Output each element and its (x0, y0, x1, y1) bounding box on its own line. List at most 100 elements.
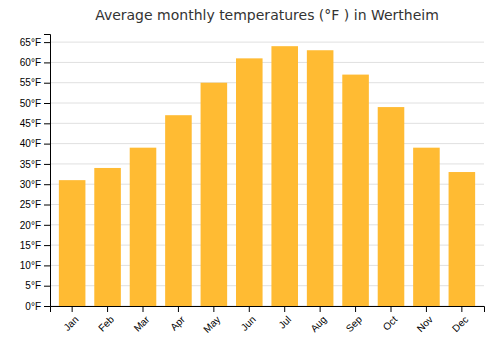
tick-mark (44, 286, 50, 287)
tick-label: Apr (168, 313, 187, 332)
tick-mark (44, 62, 50, 63)
tick-label: 20°F (20, 220, 41, 231)
tick: 45°F (20, 118, 50, 129)
bar (449, 172, 476, 306)
tick-mark (44, 123, 50, 124)
tick-label: Feb (96, 313, 116, 333)
tick-label: 25°F (20, 199, 41, 210)
tick: Feb (96, 306, 116, 334)
tick-label: 30°F (20, 179, 41, 190)
tick-mark (44, 225, 50, 226)
tick: 0°F (25, 301, 50, 312)
tick-mark (178, 306, 179, 312)
tick-mark (320, 306, 321, 312)
tick-mark (249, 306, 250, 312)
tick: 10°F (20, 260, 50, 271)
tick-mark (44, 205, 50, 206)
bar (307, 50, 334, 306)
tick: 65°F (20, 37, 50, 48)
tick: 55°F (20, 77, 50, 88)
tick-label: 50°F (20, 98, 41, 109)
tick-mark (391, 306, 392, 312)
tick-mark (107, 306, 108, 312)
grid-line (50, 143, 484, 144)
tick-mark (213, 306, 214, 312)
tick: 20°F (20, 220, 50, 231)
tick-label: 65°F (20, 37, 41, 48)
tick-label: 35°F (20, 159, 41, 170)
tick: 25°F (20, 199, 50, 210)
tick-label: 10°F (20, 260, 41, 271)
tick-mark (72, 306, 73, 312)
bar (165, 115, 192, 306)
tick: Mar (132, 306, 152, 334)
plot: 0°F 5°F 10°F 15°F 20°F 25°F 30°F 35°F 40°F 45°F 50… (20, 35, 485, 335)
bar (94, 168, 121, 306)
bar (342, 75, 369, 306)
grid-line (50, 62, 484, 63)
tick: Nov (415, 306, 435, 334)
tick-mark (355, 306, 356, 312)
tick-mark (44, 265, 50, 266)
grid-line (50, 103, 484, 104)
tick: Jan (61, 306, 80, 333)
tick: 5°F (25, 280, 50, 291)
tick: May (201, 306, 222, 335)
bar (236, 58, 263, 306)
tick: Apr (168, 306, 187, 333)
tick-label: 0°F (25, 301, 41, 312)
tick: 50°F (20, 98, 50, 109)
tick: Jul (276, 306, 293, 331)
tick: 15°F (20, 240, 50, 251)
tick-label: Nov (415, 314, 435, 334)
tick: Dec (450, 306, 470, 334)
tick: 40°F (20, 138, 50, 149)
tick-mark (44, 164, 50, 165)
tick-label: May (201, 314, 222, 335)
tick-label: 5°F (25, 280, 41, 291)
bar (378, 107, 405, 306)
tick-label: Mar (132, 313, 152, 333)
tick-label: Dec (450, 314, 470, 334)
tick-mark (44, 83, 50, 84)
tick-mark (44, 103, 50, 104)
y-axis: 0°F 5°F 10°F 15°F 20°F 25°F 30°F 35°F 40°F 45°F 50… (20, 35, 51, 312)
tick: Jun (239, 306, 258, 333)
tick-label: Jul (276, 314, 293, 331)
tick-label: Sep (344, 313, 365, 334)
bar (201, 83, 228, 306)
bars (59, 46, 475, 306)
axis-line (44, 35, 51, 307)
tick: Oct (381, 306, 400, 333)
tick-label: 45°F (20, 118, 41, 129)
tick-label: Oct (381, 314, 400, 333)
tick-label: 40°F (20, 138, 41, 149)
tick: 30°F (20, 179, 50, 190)
tick: 35°F (20, 159, 50, 170)
axis-line (51, 307, 485, 313)
tick-mark (143, 306, 144, 312)
title: Average monthly temperatures (°F ) in We… (95, 7, 439, 23)
tick-label: 60°F (20, 57, 41, 68)
tick-mark (44, 306, 50, 307)
tick-label: Aug (308, 314, 328, 334)
tick-label: 55°F (20, 77, 41, 88)
tick-label: Jan (61, 314, 80, 333)
tick: Aug (308, 306, 328, 334)
bar (271, 46, 298, 306)
tick-mark (461, 306, 462, 312)
tick: Sep (344, 306, 365, 334)
tick-mark (44, 42, 50, 43)
chart: 0°F 5°F 10°F 15°F 20°F 25°F 30°F 35°F 40°F 45°F 50… (0, 0, 500, 350)
grid-line (50, 123, 484, 124)
tick-mark (44, 144, 50, 145)
grid-line (50, 42, 484, 43)
grid-line (50, 82, 484, 83)
grid (50, 42, 484, 306)
bar (130, 148, 157, 306)
tick-mark (426, 306, 427, 312)
tick-label: 15°F (20, 240, 41, 251)
tick-mark (44, 184, 50, 185)
tick-mark (284, 306, 285, 312)
tick-mark (44, 245, 50, 246)
